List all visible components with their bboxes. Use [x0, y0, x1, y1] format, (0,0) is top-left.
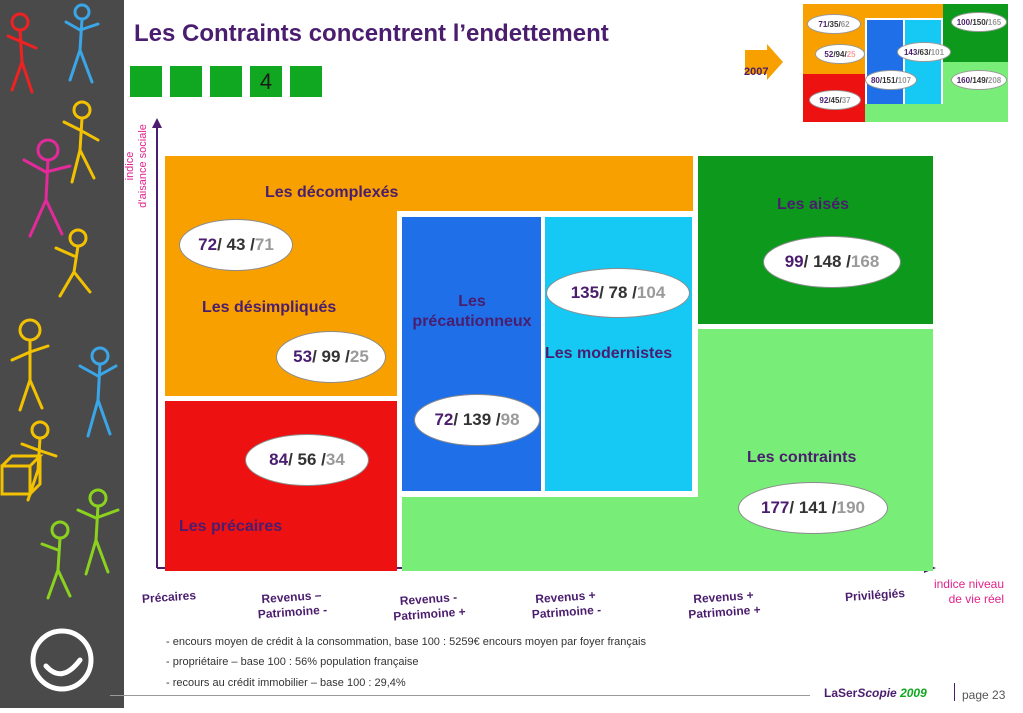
mini-oval: 160/149/208 [951, 70, 1007, 90]
mini-oval: 80/151/107 [865, 70, 917, 90]
label-decomplexes: Les décomplexés [265, 184, 399, 201]
segment-precautionneux [402, 217, 541, 491]
progress-square [130, 66, 162, 97]
label-contraints: Les contraints [747, 449, 857, 466]
page-title: Les Contraints concentrent l’endettement [134, 20, 609, 47]
y-axis-label: indice d’aisance sociale [124, 124, 149, 208]
progress-square [210, 66, 242, 97]
x-category-revenus-moins-patrimoine-plus: Revenus - Patrimoine + [392, 590, 467, 624]
value-oval-precaires: 84/ 56 /34 [245, 434, 369, 486]
mini-oval: 143/63/101 [897, 42, 951, 62]
segment-modernistes [545, 217, 692, 491]
brand-logo-icon [30, 628, 94, 692]
mini-segment-map: 71/35/62 52/94/25 92/45/37 143/63/101 80… [803, 4, 1008, 122]
sidebar-decoration [0, 0, 124, 708]
mini-modernistes [905, 20, 941, 104]
segment-precaires [165, 401, 397, 571]
segment-contraints-band [402, 497, 702, 571]
page-number: page 23 [962, 688, 1006, 702]
progress-square [290, 66, 322, 97]
label-modernistes: Les modernistes [545, 345, 673, 362]
note-line: - encours moyen de crédit à la consommat… [166, 636, 646, 648]
value-oval-contraints: 177/ 141 /190 [738, 482, 888, 534]
note-line: - propriétaire – base 100 : 56% populati… [166, 656, 419, 668]
x-category-precaires: Précaires [141, 588, 197, 606]
x-category-revenus-plus-patrimoine-plus: Revenus + Patrimoine + [687, 587, 762, 622]
note-line: - recours au crédit immobilier – base 10… [166, 677, 406, 689]
year-label: 2007 [744, 66, 769, 78]
value-oval-precautionneux: 72/ 139 /98 [414, 394, 540, 446]
value-oval-modernistes: 135/ 78 /104 [546, 268, 690, 318]
mini-oval: 52/94/25 [815, 44, 865, 64]
x-axis-label: indice niveau de vie réel [933, 577, 1004, 606]
label-precaires: Les précaires [179, 518, 283, 535]
footer-divider [110, 695, 810, 696]
label-aises: Les aisés [777, 196, 850, 213]
mini-decomplexes-band [865, 4, 943, 18]
slide-number: 4 [250, 66, 282, 97]
year-arrow-icon [745, 44, 783, 80]
mini-precautionneux [867, 20, 903, 104]
mini-contraints-band [865, 104, 943, 122]
label-desimpliques: Les désimpliqués [202, 299, 337, 316]
stick-figures-illustration [0, 3, 120, 692]
x-category-revenus-plus-patrimoine-moins: Revenus + Patrimoine - [531, 587, 602, 622]
value-oval-decomplexes: 72/ 43 /71 [179, 219, 293, 271]
mini-oval: 92/45/37 [809, 90, 861, 110]
mini-oval: 100/150/165 [951, 12, 1007, 32]
value-oval-desimpliques: 53/ 99 /25 [276, 331, 386, 383]
mini-oval: 71/35/62 [807, 14, 861, 34]
footer-brand: LaSerScopie 2009 [824, 686, 927, 700]
progress-square [170, 66, 202, 97]
label-precautionneux: Les précautionneux [412, 293, 532, 330]
x-category-revenus-moins-patrimoine-moins: Revenus – Patrimoine - [257, 587, 328, 622]
footer-separator [954, 683, 955, 701]
value-oval-aises: 99/ 148 /168 [763, 236, 901, 288]
x-category-privilegies: Privilégiés [844, 585, 906, 605]
